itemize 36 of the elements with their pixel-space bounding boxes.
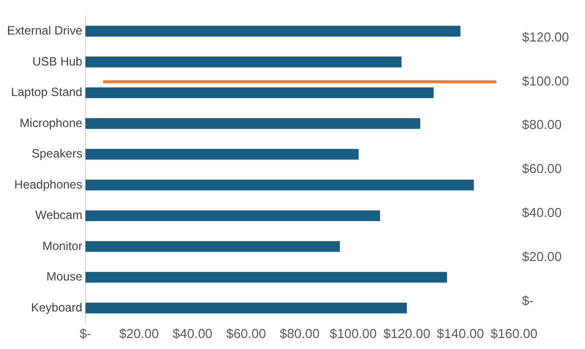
bar xyxy=(85,180,474,190)
x-tick-label: $120.00 xyxy=(383,326,430,341)
bar xyxy=(85,272,448,283)
y-tick-label: Headphones xyxy=(14,177,82,192)
y2-tick-label: $60.00 xyxy=(522,161,562,176)
bar xyxy=(85,118,420,129)
y2-tick-label: $100.00 xyxy=(522,73,570,88)
x-tick-label: $80.00 xyxy=(280,326,320,341)
bar xyxy=(85,241,340,252)
y-tick-label: USB Hub xyxy=(32,54,83,68)
x-tick-label: $140.00 xyxy=(436,326,484,341)
y2-tick-label: $80.00 xyxy=(522,117,562,132)
bar xyxy=(85,148,359,160)
bar xyxy=(85,26,460,37)
bar xyxy=(85,210,380,222)
y2-tick-label: $120.00 xyxy=(522,29,570,44)
y-tick-label: Webcam xyxy=(35,208,82,222)
bar xyxy=(85,56,402,68)
x-tick-label: $- xyxy=(80,326,92,341)
x-tick-label: $60.00 xyxy=(226,326,266,341)
y2-tick-label: $- xyxy=(522,293,534,308)
x-tick-label: $160.00 xyxy=(490,326,538,341)
y2-tick-label: $40.00 xyxy=(522,205,562,220)
y-tick-label: Keyboard xyxy=(30,300,82,314)
y-tick-label: Speakers xyxy=(32,146,82,161)
y-tick-label: Laptop Stand xyxy=(10,85,82,100)
y2-tick-label: $20.00 xyxy=(522,249,562,264)
y-tick-label: Microphone xyxy=(20,116,83,130)
y-tick-label: Monitor xyxy=(42,238,82,253)
x-tick-label: $20.00 xyxy=(119,326,159,341)
x-tick-label: $40.00 xyxy=(172,326,212,341)
x-tick-label: $100.00 xyxy=(330,326,377,341)
bar xyxy=(85,302,407,314)
y-tick-label: External Drive xyxy=(7,23,83,38)
bar xyxy=(85,87,434,98)
y-tick-label: Mouse xyxy=(46,270,83,284)
